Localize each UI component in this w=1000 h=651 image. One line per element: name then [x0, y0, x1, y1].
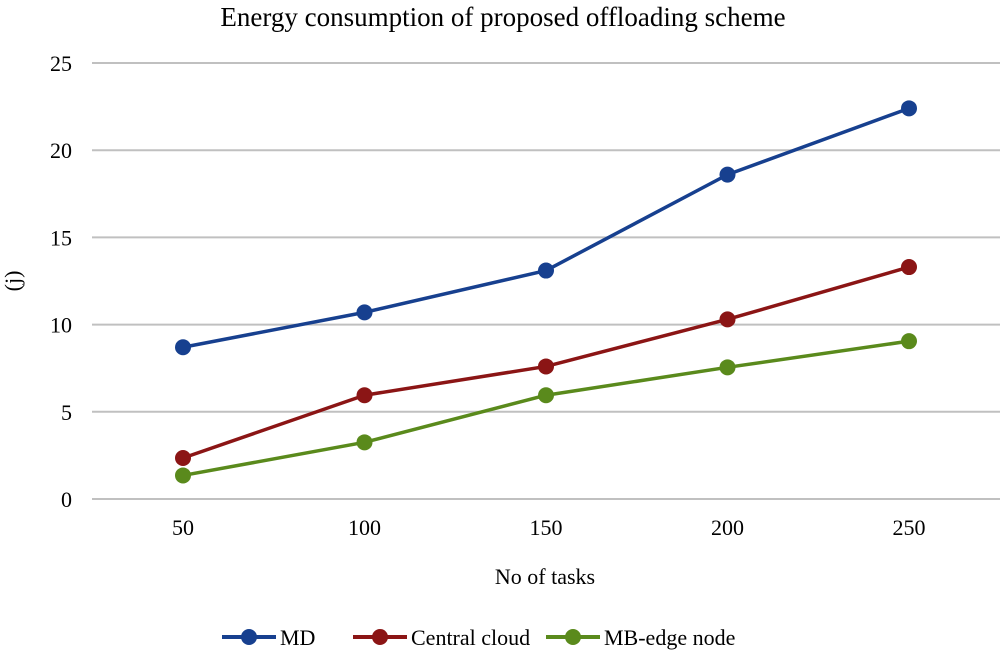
data-point — [538, 387, 554, 404]
legend-marker-icon — [565, 629, 581, 645]
y-tick-label: 10 — [50, 313, 72, 338]
y-tick-label: 0 — [61, 487, 72, 512]
y-axis-ticks: 0 5 10 15 20 25 — [50, 51, 72, 512]
y-tick-label: 5 — [61, 400, 72, 425]
legend: MD Central cloud MB-edge node — [222, 625, 735, 650]
series-mb-edge-node — [175, 333, 917, 484]
x-tick-label: 100 — [348, 515, 381, 540]
legend-label: Central cloud — [411, 625, 530, 650]
legend-label: MD — [280, 625, 315, 650]
x-axis-label: No of tasks — [495, 564, 595, 589]
data-point — [356, 434, 373, 451]
data-point — [538, 262, 554, 279]
x-tick-label: 200 — [711, 515, 744, 540]
data-point — [356, 304, 373, 321]
series-central-cloud — [175, 259, 917, 467]
data-point — [719, 311, 736, 328]
x-axis-ticks: 50 100 150 200 250 — [172, 515, 926, 540]
data-point — [175, 467, 191, 484]
data-point — [901, 333, 917, 350]
legend-marker-icon — [241, 629, 257, 645]
data-point — [901, 100, 917, 117]
data-point — [175, 450, 191, 467]
y-tick-label: 20 — [50, 138, 72, 163]
data-point — [538, 358, 554, 375]
series-group — [175, 100, 917, 484]
legend-item: Central cloud — [353, 625, 530, 650]
y-axis-label: (j) — [0, 271, 25, 292]
legend-label: MB-edge node — [604, 625, 735, 650]
data-point — [175, 339, 191, 356]
x-tick-label: 150 — [530, 515, 563, 540]
data-point — [719, 166, 736, 183]
gridlines — [92, 62, 1000, 500]
x-tick-label: 50 — [172, 515, 194, 540]
series-md — [175, 100, 917, 356]
data-point — [719, 359, 736, 376]
x-tick-label: 250 — [893, 515, 926, 540]
legend-marker-icon — [372, 629, 388, 645]
data-point — [356, 387, 373, 404]
legend-item: MB-edge node — [546, 625, 735, 650]
series-line — [182, 106, 910, 349]
chart-title: Energy consumption of proposed offloadin… — [220, 2, 785, 32]
y-tick-label: 15 — [50, 225, 72, 250]
legend-item: MD — [222, 625, 315, 650]
data-point — [901, 259, 917, 276]
y-tick-label: 25 — [50, 51, 72, 76]
